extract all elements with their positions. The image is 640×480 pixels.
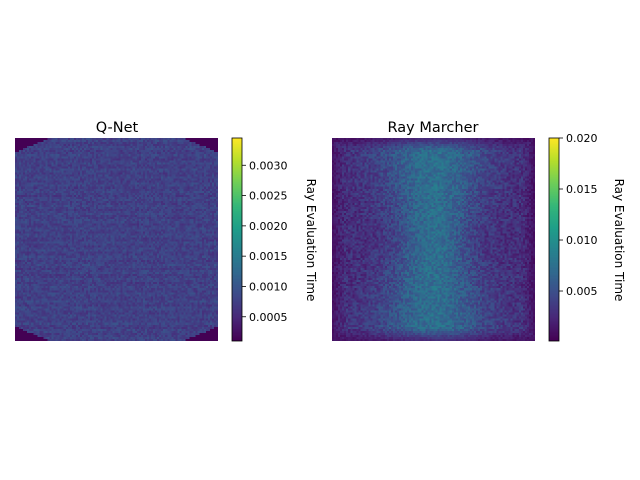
qnet-colorbar-tick-label: 0.0010	[249, 280, 288, 293]
raymarcher-colorbar-tick-label: 0.005	[566, 285, 598, 298]
raymarcher-colorbar-label: Ray Evaluation Time	[612, 179, 626, 302]
raymarcher-title: Ray Marcher	[388, 120, 479, 136]
qnet-colorbar-tick-label: 0.0015	[249, 250, 288, 263]
qnet-colorbar-tick-label: 0.0030	[249, 159, 288, 172]
qnet-colorbar-tick-label: 0.0005	[249, 311, 288, 324]
qnet-colorbar: 0.0005 0.0010 0.0015 0.0020 0.0025 0.0030 Ray…	[231, 137, 318, 342]
qnet-colorbar-label: Ray Evaluation Time	[304, 179, 318, 302]
raymarcher-colorbar-tick-label: 0.010	[566, 234, 598, 247]
raymarcher-colorbar-gradient	[549, 138, 559, 341]
qnet-title: Q-Net	[96, 120, 139, 136]
panel-ray-marcher: Ray Marcher 0.005 0.010 0.015 0.020 Ray Eva…	[332, 120, 626, 342]
raymarcher-colorbar-tick-label: 0.020	[566, 132, 598, 145]
raymarcher-colorbar-tick-label: 0.015	[566, 183, 598, 196]
qnet-colorbar-tick-label: 0.0020	[249, 220, 288, 233]
panel-qnet: Q-Net 0.00050.00100.00150.00200.00250.00…	[15, 120, 318, 342]
qnet-colorbar-gradient	[232, 138, 242, 341]
qnet-colorbar-tick-label: 0.0025	[249, 190, 288, 203]
qnet-heatmap	[15, 138, 218, 341]
raymarcher-heatmap	[332, 138, 535, 341]
raymarcher-colorbar: 0.005 0.010 0.015 0.020 Ray Evaluation Time	[548, 132, 626, 342]
